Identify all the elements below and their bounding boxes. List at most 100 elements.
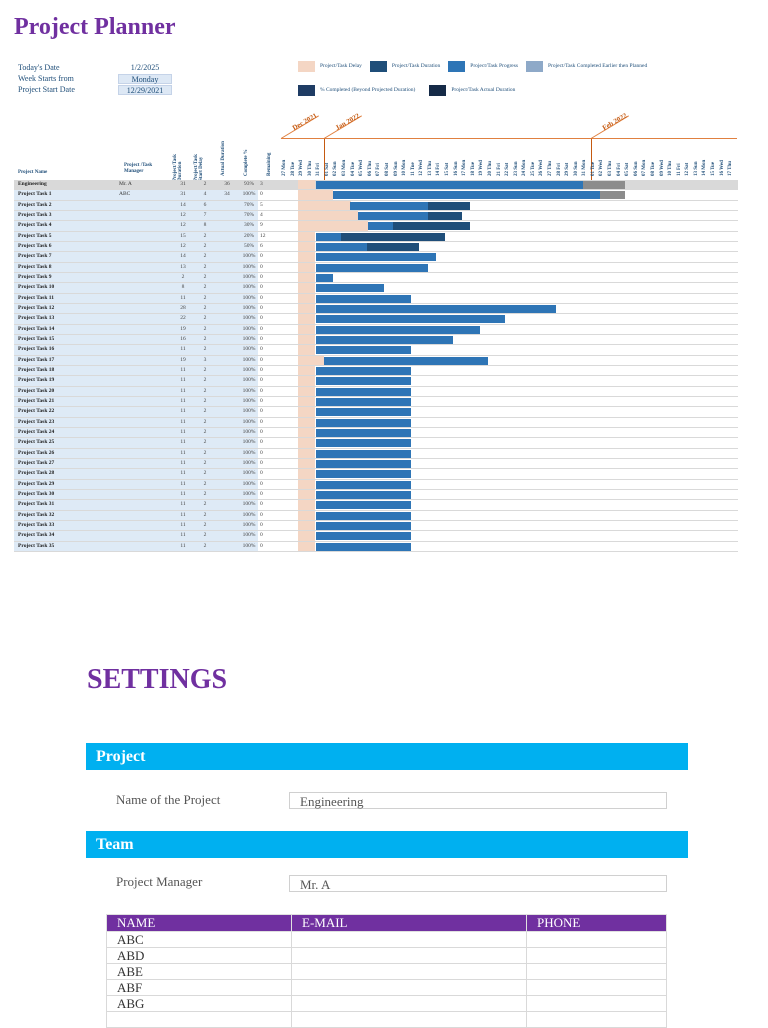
- cell-name[interactable]: Project Task 5: [18, 232, 52, 239]
- completed-early-bar[interactable]: [583, 181, 625, 189]
- remaining-duration-bar[interactable]: [428, 201, 470, 210]
- progress-bar[interactable]: [316, 325, 480, 334]
- progress-bar[interactable]: [316, 428, 411, 437]
- cell-name[interactable]: Project Task 30: [18, 490, 55, 497]
- progress-bar[interactable]: [316, 366, 411, 375]
- cell-name[interactable]: Project Task 2: [18, 201, 52, 208]
- progress-bar[interactable]: [316, 387, 411, 396]
- progress-bar[interactable]: [316, 470, 411, 479]
- task-row[interactable]: Project Task 31 11 2 100% 0: [14, 500, 738, 511]
- cell-name[interactable]: Project Task 22: [18, 408, 55, 415]
- team-cell-name[interactable]: ABE: [106, 963, 292, 980]
- project-name-input[interactable]: Engineering: [289, 792, 667, 809]
- cell-name[interactable]: Project Task 3: [18, 211, 52, 218]
- task-row[interactable]: Project Task 14 19 2 100% 0: [14, 324, 738, 335]
- cell-name[interactable]: Project Task 33: [18, 521, 55, 528]
- cell-name[interactable]: Project Task 18: [18, 366, 55, 373]
- task-row[interactable]: Project Task 18 11 2 100% 0: [14, 365, 738, 377]
- cell-name[interactable]: Project Task 28: [18, 470, 55, 477]
- cell-name[interactable]: Project Task 29: [18, 480, 55, 487]
- task-row[interactable]: Project Task 4 12 8 30% 9: [14, 221, 738, 232]
- cell-name[interactable]: Engineering: [18, 181, 47, 187]
- task-row[interactable]: Project Task 5 15 2 20% 12: [14, 231, 738, 242]
- team-member-row[interactable]: [106, 1011, 667, 1028]
- progress-bar[interactable]: [316, 532, 411, 541]
- cell-name[interactable]: Project Task 1: [18, 191, 52, 198]
- cell-name[interactable]: Project Task 8: [18, 263, 52, 270]
- team-cell-name[interactable]: [106, 1011, 292, 1028]
- progress-bar[interactable]: [316, 335, 453, 344]
- task-row[interactable]: Project Task 30 11 2 100% 0: [14, 489, 738, 501]
- cell-name[interactable]: Project Task 15: [18, 335, 55, 342]
- cell-name[interactable]: Project Task 4: [18, 222, 52, 229]
- cell-name[interactable]: Project Task 16: [18, 346, 55, 353]
- progress-bar[interactable]: [316, 439, 411, 448]
- cell-name[interactable]: Project Task 24: [18, 428, 55, 435]
- team-cell-email[interactable]: [291, 979, 527, 996]
- team-cell-name[interactable]: ABC: [106, 931, 292, 948]
- progress-bar[interactable]: [316, 377, 411, 386]
- task-row[interactable]: Project Task 27 11 2 100% 0: [14, 458, 738, 470]
- team-cell-phone[interactable]: [526, 947, 667, 964]
- progress-bar[interactable]: [350, 201, 428, 210]
- week-start-input[interactable]: Monday: [118, 73, 172, 84]
- cell-name[interactable]: Project Task 20: [18, 387, 55, 394]
- task-row[interactable]: Project Task 35 11 2 100% 0: [14, 541, 738, 552]
- cell-manager[interactable]: ABC: [119, 191, 131, 198]
- project-start-input[interactable]: 12/29/2021: [118, 84, 172, 95]
- task-row[interactable]: Project Task 3 12 7 70% 4: [14, 210, 738, 222]
- cell-name[interactable]: Project Task 9: [18, 273, 52, 280]
- progress-bar[interactable]: [333, 191, 600, 200]
- task-row[interactable]: Project Task 22 11 2 100% 0: [14, 407, 738, 418]
- progress-bar[interactable]: [316, 242, 367, 251]
- remaining-duration-bar[interactable]: [341, 232, 445, 241]
- task-row[interactable]: Project Task 10 8 2 100% 0: [14, 283, 738, 294]
- progress-bar[interactable]: [316, 263, 428, 272]
- cell-name[interactable]: Project Task 25: [18, 439, 55, 446]
- progress-bar[interactable]: [316, 490, 411, 499]
- progress-bar[interactable]: [316, 418, 411, 427]
- summary-row[interactable]: Engineering Mr. A 31 2 36 93% 3: [14, 180, 738, 191]
- task-row[interactable]: Project Task 16 11 2 100% 0: [14, 345, 738, 356]
- cell-name[interactable]: Project Task 10: [18, 284, 55, 291]
- task-row[interactable]: Project Task 26 11 2 100% 0: [14, 448, 738, 459]
- cell-name[interactable]: Project Task 31: [18, 501, 55, 508]
- task-row[interactable]: Project Task 28 11 2 100% 0: [14, 469, 738, 480]
- progress-bar[interactable]: [316, 449, 411, 458]
- remaining-duration-bar[interactable]: [367, 242, 419, 251]
- project-manager-input[interactable]: Mr. A: [289, 875, 667, 892]
- cell-name[interactable]: Project Task 17: [18, 356, 55, 363]
- cell-name[interactable]: Project Task 27: [18, 459, 55, 466]
- task-row[interactable]: Project Task 15 16 2 100% 0: [14, 334, 738, 346]
- team-cell-phone[interactable]: [526, 931, 667, 948]
- team-cell-email[interactable]: [291, 947, 527, 964]
- task-row[interactable]: Project Task 21 11 2 100% 0: [14, 396, 738, 408]
- progress-bar[interactable]: [316, 284, 384, 293]
- cell-name[interactable]: Project Task 32: [18, 511, 55, 518]
- progress-bar[interactable]: [316, 511, 411, 520]
- progress-bar[interactable]: [324, 356, 488, 365]
- task-row[interactable]: Project Task 25 11 2 100% 0: [14, 438, 738, 449]
- progress-bar[interactable]: [316, 397, 411, 406]
- team-cell-name[interactable]: ABD: [106, 947, 292, 964]
- cell-name[interactable]: Project Task 26: [18, 449, 55, 456]
- progress-bar[interactable]: [316, 346, 411, 355]
- cell-name[interactable]: Project Task 34: [18, 532, 55, 539]
- task-row[interactable]: Project Task 33 11 2 100% 0: [14, 520, 738, 532]
- task-row[interactable]: Project Task 34 11 2 100% 0: [14, 531, 738, 542]
- progress-bar[interactable]: [316, 501, 411, 510]
- team-cell-email[interactable]: [291, 931, 527, 948]
- remaining-duration-bar[interactable]: [428, 211, 462, 220]
- progress-bar[interactable]: [316, 315, 505, 324]
- cell-name[interactable]: Project Task 19: [18, 377, 55, 384]
- progress-bar[interactable]: [358, 211, 428, 220]
- task-row[interactable]: Project Task 1 ABC 31 4 34 100% 0: [14, 190, 738, 201]
- cell-name[interactable]: Project Task 14: [18, 325, 55, 332]
- completed-early-bar[interactable]: [600, 191, 625, 200]
- team-cell-phone[interactable]: [526, 979, 667, 996]
- task-row[interactable]: Project Task 13 22 2 100% 0: [14, 314, 738, 325]
- team-member-row[interactable]: ABD: [106, 947, 667, 964]
- task-row[interactable]: Project Task 20 11 2 100% 0: [14, 386, 738, 397]
- team-member-row[interactable]: ABG: [106, 995, 667, 1012]
- team-cell-name[interactable]: ABF: [106, 979, 292, 996]
